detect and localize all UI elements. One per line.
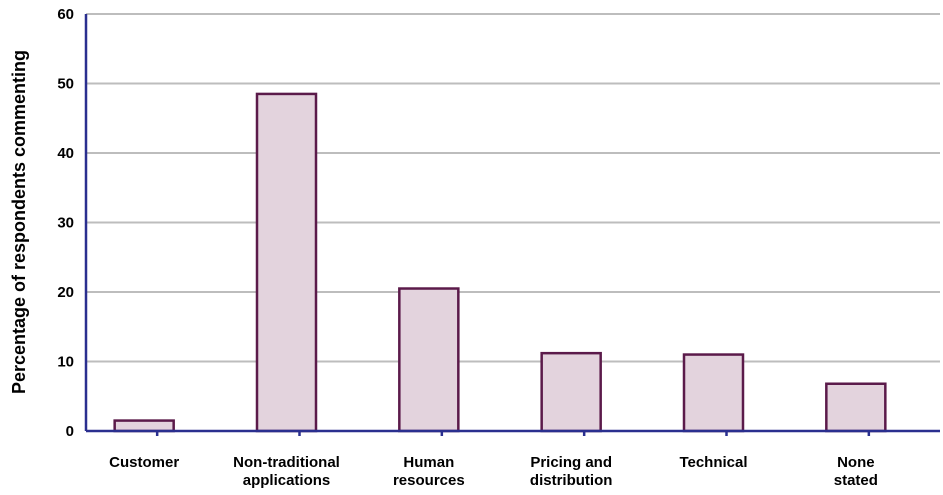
gridlines [86,13,940,363]
y-tick-label: 30 [57,215,74,232]
x-category-label: Non-traditional applications [233,454,340,489]
bar [682,353,745,433]
y-tick-label: 10 [57,354,74,371]
bar [255,92,318,433]
x-category-labels: Customer Non-traditional applications Human… [109,454,878,489]
x-category-label: Human resources [393,454,465,489]
bar [398,287,460,433]
y-axis-label: Percentage of respondents commenting [9,50,29,394]
bars [113,92,887,433]
x-category-label: Pricing and distribution [530,454,613,489]
bar [113,419,175,433]
y-tick-label: 60 [57,6,74,23]
y-tick-label: 40 [57,145,74,162]
x-category-label: None stated [834,454,878,489]
y-tick-labels: 0 10 20 30 40 50 60 [57,6,74,440]
y-tick-label: 0 [66,423,74,440]
y-tick-label: 50 [57,76,74,93]
x-category-label: Customer [109,454,179,471]
y-tick-label: 20 [57,284,74,301]
bar [540,351,602,433]
axes [84,14,940,436]
bar [825,382,887,433]
x-category-label: Technical [679,454,747,471]
